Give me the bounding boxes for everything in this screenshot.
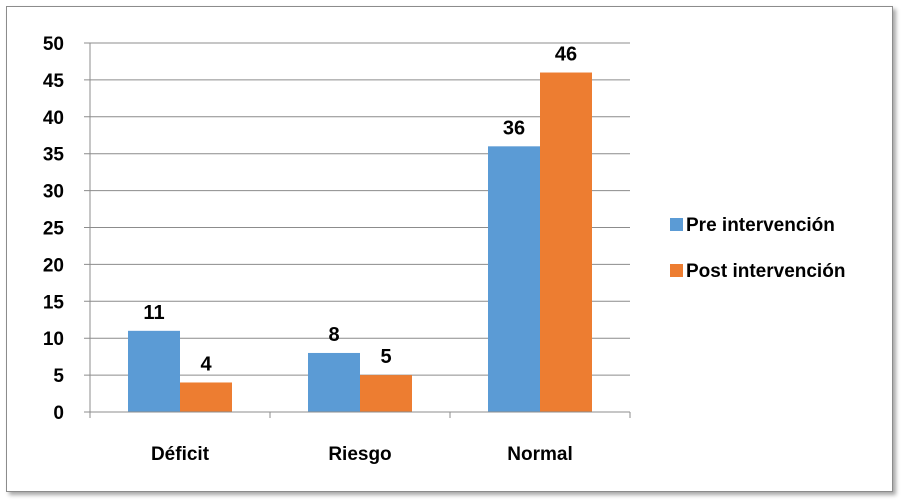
data-label: 4 <box>200 353 212 375</box>
y-tick-label: 35 <box>43 145 65 166</box>
y-tick-label: 15 <box>43 292 65 313</box>
x-category-label: Normal <box>507 444 572 465</box>
bar-post <box>540 73 592 412</box>
y-tick-label: 25 <box>43 219 65 240</box>
y-tick-label: 20 <box>43 255 64 276</box>
legend-label: Pre intervención <box>686 215 835 236</box>
y-tick-label: 0 <box>53 403 64 424</box>
legend-swatch <box>670 264 683 277</box>
data-label: 46 <box>555 44 577 66</box>
data-label: 11 <box>143 302 164 324</box>
x-category-label: Déficit <box>151 444 210 465</box>
y-tick-label: 40 <box>43 108 64 129</box>
y-tick-label: 50 <box>43 34 64 55</box>
y-tick-label: 5 <box>53 366 64 387</box>
y-tick-label: 45 <box>43 71 65 92</box>
x-category-label: Riesgo <box>328 444 391 465</box>
bar-pre <box>128 331 180 412</box>
legend-swatch <box>670 218 683 231</box>
y-tick-label: 10 <box>43 329 64 350</box>
bar-pre <box>308 353 360 412</box>
bar-pre <box>488 146 540 412</box>
y-tick-label: 30 <box>43 182 64 203</box>
data-label: 5 <box>380 346 391 368</box>
bar-post <box>180 382 232 412</box>
data-label: 8 <box>328 324 339 346</box>
data-label: 36 <box>503 117 525 139</box>
legend-label: Post intervención <box>686 261 845 282</box>
bar-post <box>360 375 412 412</box>
